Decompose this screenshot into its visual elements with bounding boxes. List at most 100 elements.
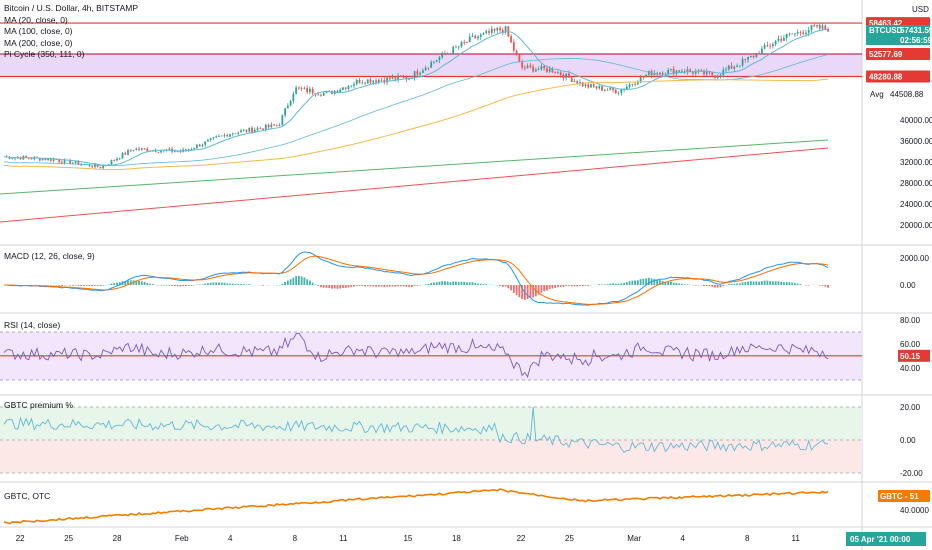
candle-body — [620, 89, 623, 93]
candle-body — [719, 74, 722, 76]
candle-body — [320, 94, 322, 96]
candle-body — [30, 158, 33, 160]
candle-body — [317, 94, 320, 96]
candle-body — [449, 53, 452, 55]
candle-body — [215, 136, 218, 138]
pi-upper-pill-bg — [866, 47, 930, 60]
candle-body — [518, 54, 521, 62]
candle-body — [55, 159, 58, 161]
candle-body — [157, 151, 160, 153]
avg-value: 44508.88 — [890, 90, 924, 99]
candle-body — [140, 148, 143, 150]
candle-body — [744, 59, 747, 60]
candle-body — [796, 31, 799, 34]
macd-bar — [568, 285, 570, 286]
candle-body — [482, 32, 485, 35]
candle-body — [419, 72, 422, 75]
candle-body — [755, 53, 758, 58]
candle-body — [537, 69, 540, 70]
macd-bar — [69, 285, 72, 286]
macd-bar — [730, 284, 733, 285]
candle-body — [96, 164, 99, 167]
macd-bar — [587, 285, 590, 286]
candle-body — [532, 66, 535, 72]
rsi-tick-label: 80.00 — [900, 316, 921, 325]
macd-bar — [116, 282, 118, 285]
candle-body — [446, 53, 449, 55]
candle-body — [730, 65, 733, 69]
macd-bar — [659, 280, 661, 285]
macd-bar — [499, 285, 501, 286]
premium-positive-band — [0, 407, 862, 440]
candle-body — [339, 89, 342, 93]
macd-bar — [60, 285, 63, 286]
candle-body — [295, 87, 298, 94]
macd-bar — [777, 281, 780, 285]
price-tick-label: 32000.00 — [900, 158, 932, 167]
candle-body — [565, 73, 568, 79]
candle-body — [107, 164, 110, 166]
candle-body — [479, 34, 482, 37]
candle-body — [38, 157, 41, 161]
candle-body — [656, 73, 659, 74]
avg-label: Avg — [870, 90, 884, 99]
candle-body — [714, 75, 716, 78]
macd-bar — [444, 281, 446, 285]
macd-bar — [796, 283, 799, 285]
macd-bar — [364, 285, 366, 287]
macd-bar — [474, 283, 477, 285]
candle-body — [455, 46, 457, 48]
pi-long-green-line — [0, 139, 829, 195]
candle-body — [154, 150, 157, 152]
macd-bar — [741, 282, 744, 285]
time-tick-label: 11 — [339, 534, 348, 543]
macd-bar — [452, 281, 455, 285]
candle-body — [275, 125, 278, 127]
ma200-label: MA (200, close, 0) — [4, 37, 73, 48]
macd-bar — [827, 285, 829, 288]
time-tick-label: 11 — [792, 534, 801, 543]
time-tick-label: 4 — [228, 534, 233, 543]
macd-signal-line — [3, 255, 829, 305]
candle-body — [342, 87, 344, 90]
time-tick-label: 22 — [517, 534, 526, 543]
macd-bar — [162, 285, 165, 286]
macd-bar — [540, 285, 543, 293]
macd-bar — [317, 285, 320, 286]
macd-bar — [758, 281, 760, 285]
candle-body — [209, 138, 212, 140]
macd-bar — [479, 283, 482, 285]
candle-body — [639, 76, 642, 83]
macd-bar — [204, 283, 207, 285]
macd-bar — [358, 285, 361, 286]
candle-body — [355, 79, 358, 85]
candle-body — [460, 42, 463, 47]
candle-body — [722, 69, 725, 75]
candle-body — [554, 72, 557, 74]
candle-body — [424, 67, 427, 71]
macd-bar — [752, 281, 755, 285]
candle-body — [477, 36, 479, 39]
ma100-label: MA (100, close, 0) — [4, 26, 73, 36]
candle-body — [234, 133, 237, 135]
macd-bar — [623, 282, 625, 285]
macd-bar — [755, 281, 758, 285]
macd-bar — [151, 284, 154, 285]
macd-bar — [245, 284, 248, 285]
macd-bar — [88, 285, 91, 287]
candle-body — [207, 139, 209, 142]
candle-body — [689, 69, 692, 72]
candle-body — [636, 82, 639, 85]
candle-body — [347, 85, 350, 89]
candle-body — [551, 68, 554, 73]
macd-bar — [617, 283, 620, 285]
pi-cycle-label: Pi Cycle (350, 111, 0) — [4, 49, 85, 59]
macd-bar — [187, 285, 190, 286]
candle-body — [452, 46, 455, 54]
macd-bar — [207, 283, 209, 285]
macd-bar — [631, 280, 634, 285]
macd-bar — [306, 279, 309, 285]
macd-bar — [438, 281, 441, 285]
time-tick-label: Feb — [175, 534, 189, 543]
